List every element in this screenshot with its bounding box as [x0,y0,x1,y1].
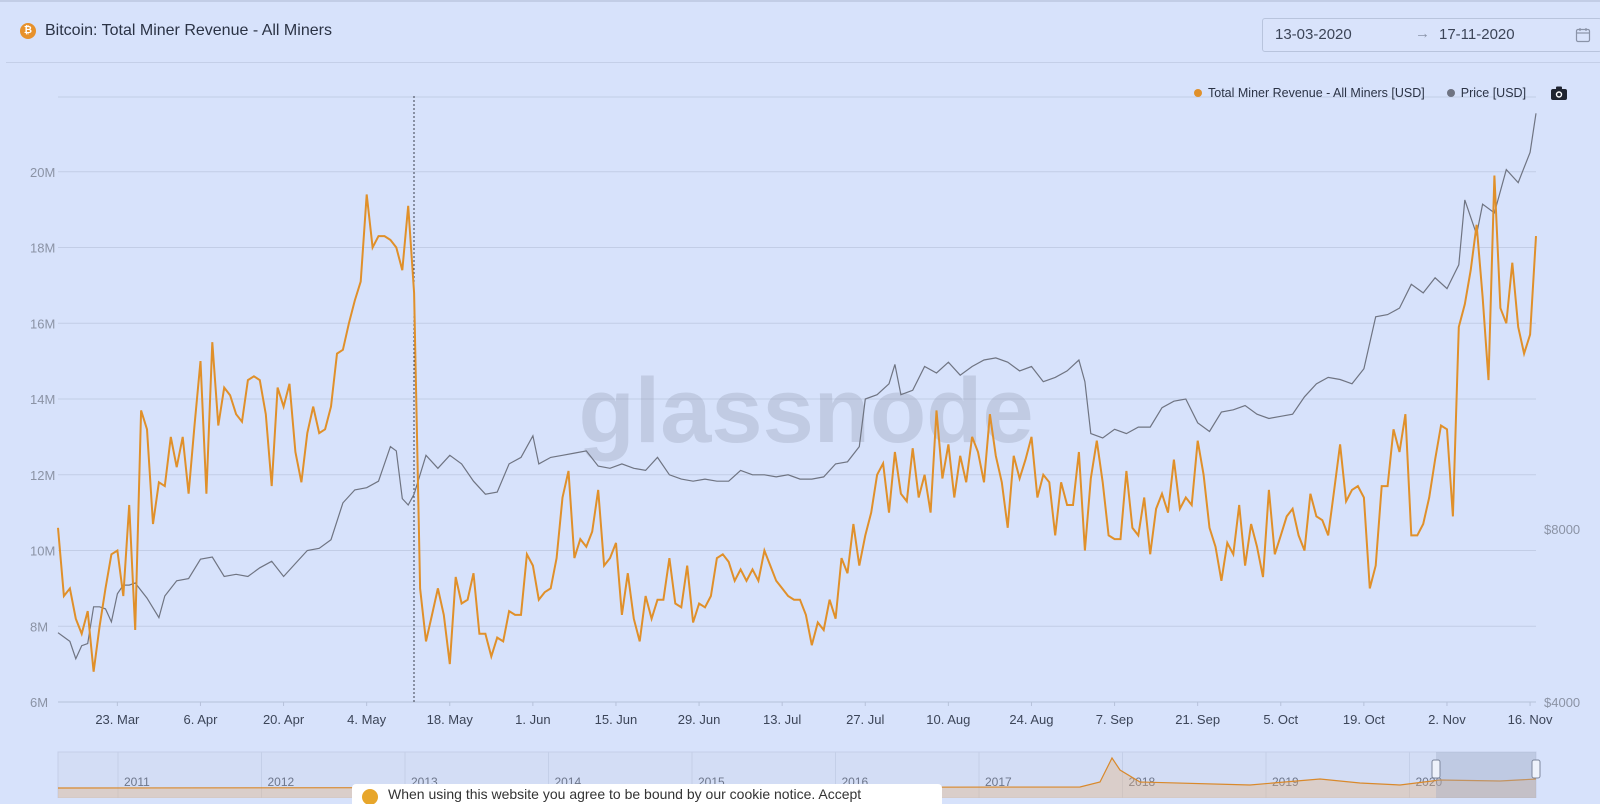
y-tick-label-left: 20M [30,165,55,180]
cookie-icon [362,789,378,804]
x-tick-label: 21. Sep [1175,712,1220,727]
y-tick-label-left: 18M [30,241,55,256]
navigator-handle-left[interactable] [1431,759,1441,779]
y-tick-label-left: 14M [30,392,55,407]
x-tick-label: 10. Aug [926,712,970,727]
x-tick-label: 7. Sep [1096,712,1134,727]
legend-label-revenue: Total Miner Revenue - All Miners [USD] [1208,86,1425,100]
legend-label-price: Price [USD] [1460,86,1527,100]
chart-legend: Total Miner Revenue - All Miners [USD] P… [1194,85,1568,101]
y-tick-label-right: $8000 [1544,522,1580,537]
camera-icon[interactable] [1550,85,1568,101]
legend-dot-price [1446,89,1455,97]
price-series-line [57,113,1537,661]
y-tick-label-left: 6M [30,695,48,710]
navigator-year-label: 2011 [124,775,150,789]
date-from-input[interactable]: 13-03-2020 [1275,26,1352,43]
navigator-year-label: 2017 [985,775,1012,789]
date-range-picker[interactable]: 13-03-2020 → 17-11-2020 [1262,18,1600,52]
y-tick-label-left: 10M [30,544,55,559]
y-tick-label-right: $4000 [1544,695,1580,710]
cookie-banner[interactable]: When using this website you agree to be … [352,784,942,804]
x-tick-label: 29. Jun [678,712,721,727]
x-tick-label: 2. Nov [1428,712,1466,727]
arrow-right-icon: → [1415,25,1430,42]
top-border [0,0,1600,2]
navigator-year-label: 2012 [268,775,295,789]
title-group: ₿ Bitcoin: Total Miner Revenue - All Min… [20,22,332,40]
x-tick-label: 5. Oct [1263,712,1298,727]
x-axis: 23. Mar 6. Apr 20. Apr 4. May 18. May 1. Jun 1… [58,701,1553,727]
y-tick-label-left: 16M [30,316,55,331]
left-axis: 6M 8M 10M 12M 14M 16M 18M 20M [30,165,55,710]
x-tick-label: 23. Mar [95,712,140,727]
date-to-input[interactable]: 17-11-2020 [1439,26,1515,43]
x-tick-label: 4. May [347,712,387,727]
legend-item-price[interactable]: Price [USD] [1446,86,1527,100]
calendar-icon[interactable] [1575,27,1591,43]
x-tick-label: 27. Jul [846,712,884,727]
revenue-series-line [57,175,1537,672]
x-tick-label: 16. Nov [1508,712,1553,727]
y-tick-label-left: 8M [30,619,48,634]
chart-header: ₿ Bitcoin: Total Miner Revenue - All Min… [6,2,1600,63]
x-tick-label: 1. Jun [515,712,550,727]
x-tick-label: 15. Jun [595,712,638,727]
legend-dot-revenue [1194,89,1202,97]
x-tick-label: 20. Apr [263,712,305,727]
x-tick-label: 19. Oct [1343,712,1385,727]
chart-title: Bitcoin: Total Miner Revenue - All Miner… [45,22,332,39]
navigator-line [57,756,1537,789]
navigator-selection[interactable] [1436,752,1536,798]
y-tick-label-left: 12M [30,468,55,483]
x-tick-label: 24. Aug [1009,712,1053,727]
bitcoin-icon: ₿ [20,23,36,39]
x-tick-label: 6. Apr [183,712,218,727]
watermark: glassnode [578,360,1033,462]
cookie-text: When using this website you agree to be … [388,786,862,802]
legend-item-revenue[interactable]: Total Miner Revenue - All Miners [USD] [1194,86,1425,100]
x-tick-label: 18. May [427,712,474,727]
navigator-handle-right[interactable] [1531,759,1541,779]
x-tick-label: 13. Jul [763,712,801,727]
right-axis: $4000 $8000 [1544,522,1580,710]
